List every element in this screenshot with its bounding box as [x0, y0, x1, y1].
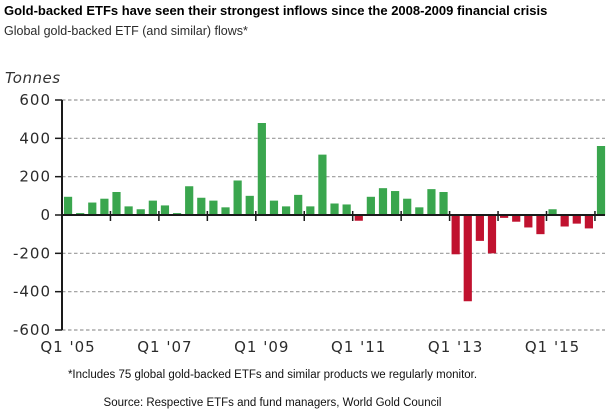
chart-source: Source: Respective ETFs and fund manager… [103, 397, 442, 409]
bar-Q2-2010 [318, 154, 327, 215]
y-axis-label: -600 [13, 321, 51, 339]
bar-Q1-2016 [596, 146, 606, 215]
bar-Q1-2007 [160, 205, 170, 215]
bar-Q1-2005 [63, 196, 73, 215]
bar-Q1-2014 [500, 215, 509, 218]
bar-Q1-2009 [257, 123, 266, 215]
bar-Q2-2006 [124, 206, 133, 215]
bar-Q2-2015 [560, 215, 569, 227]
bar-Q2-2012 [415, 207, 424, 215]
bar-Q3-2008 [233, 180, 242, 215]
bar-Q4-2007 [197, 197, 206, 215]
bar-Q3-2012 [427, 189, 436, 215]
bar-Q1-2006 [112, 192, 121, 215]
y-axis-label: -200 [13, 244, 51, 262]
footnote-row: *Includes 75 global gold-backed ETFs and… [0, 369, 545, 381]
source-row: Source: Respective ETFs and fund manager… [0, 397, 545, 409]
bar-Q4-2006 [148, 200, 157, 215]
bar-Q3-2006 [136, 209, 145, 215]
y-axis-label: -400 [13, 283, 51, 301]
bar-Q1-2015 [548, 209, 557, 215]
x-axis-label: Q1 '13 [428, 338, 483, 356]
bar-Q1-2010 [306, 206, 315, 215]
bar-Q1-2013 [451, 215, 460, 255]
y-axis-label: 0 [40, 206, 51, 224]
bar-Q3-2014 [524, 215, 533, 228]
bar-Q3-2009 [281, 206, 291, 215]
bar-Q4-2008 [245, 195, 254, 215]
x-axis-label: Q1 '15 [525, 338, 580, 356]
bar-Q2-2008 [221, 207, 230, 215]
bar-Q4-2010 [342, 204, 351, 215]
bar-Q3-2013 [475, 215, 484, 241]
bar-Q2-2011 [366, 196, 375, 215]
bar-Q1-2012 [403, 198, 412, 215]
x-axis-label: Q1 '09 [234, 338, 289, 356]
bar-Q3-2007 [185, 186, 194, 215]
x-axis-label: Q1 '11 [331, 338, 386, 356]
etf-flows-bar-chart: -600 -400 -200 0 200 400 600 Q1 '05 Q1 '07 Q1 '09… [13, 91, 606, 356]
chart-title: Gold-backed ETFs have seen their stronge… [4, 3, 548, 18]
bar-Q4-2005 [100, 198, 109, 215]
bar-Q4-2012 [439, 192, 448, 215]
y-axis-label: 200 [19, 168, 51, 186]
bar-Q2-2014 [512, 215, 521, 222]
bar-Q3-2015 [572, 215, 581, 224]
y-axis-label: 400 [19, 129, 51, 147]
x-axis-label: Q1 '05 [40, 338, 95, 356]
y-axis-label: 600 [19, 91, 51, 109]
bar-Q3-2011 [378, 188, 388, 215]
bar-Q3-2005 [88, 202, 97, 215]
bar-Q1-2008 [209, 200, 218, 215]
y-axis-unit-label: Tonnes [5, 69, 61, 87]
x-axis-label: Q1 '07 [137, 338, 192, 356]
chart-footnote: *Includes 75 global gold-backed ETFs and… [67, 369, 478, 381]
bar-Q4-2015 [584, 215, 593, 229]
bar-Q2-2009 [269, 200, 279, 215]
bar-Q3-2010 [330, 203, 339, 215]
bar-Q4-2009 [294, 194, 303, 215]
bar-Q2-2013 [463, 215, 472, 302]
bar-Q4-2013 [487, 215, 497, 254]
chart-subtitle: Global gold-backed ETF (and similar) flo… [4, 24, 248, 38]
bar-Q1-2011 [354, 215, 363, 221]
bar-Q4-2014 [536, 215, 545, 235]
bar-Q4-2011 [390, 191, 400, 215]
